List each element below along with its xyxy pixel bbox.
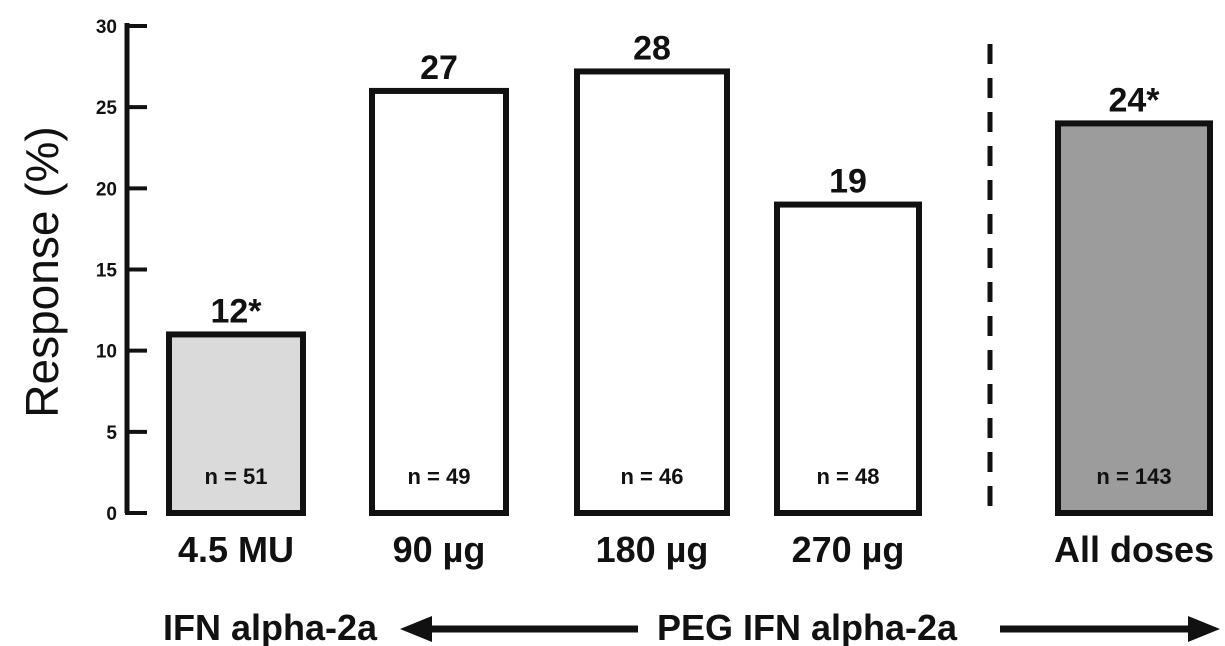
- y-tick-label: 30: [96, 17, 117, 38]
- group-label-ifn: IFN alpha-2a: [163, 607, 378, 646]
- bar: [1055, 120, 1213, 517]
- bars: 12* n = 51 4.5 MU 27 n = 49 90 µg 28 n = 46 180 …: [166, 29, 1214, 570]
- bar-value-label: 19: [829, 163, 867, 201]
- bar-n-label: n = 51: [205, 464, 268, 489]
- bar-n-label: n = 46: [621, 464, 684, 489]
- bar-value-label: 24*: [1108, 81, 1160, 119]
- y-tick-label: 5: [106, 423, 117, 444]
- y-tick-label: 15: [96, 261, 118, 282]
- bar: [574, 68, 730, 516]
- y-axis: 0 5 10 15 20 25 30: [96, 17, 147, 525]
- arrow-right-icon: [1000, 616, 1220, 642]
- bar-value-label: 28: [633, 29, 671, 67]
- bar: [774, 201, 922, 516]
- bar-n-label: n = 49: [408, 464, 471, 489]
- x-category-label: 270 µg: [792, 529, 905, 570]
- y-tick-label: 25: [96, 98, 118, 119]
- bar-n-label: n = 48: [817, 464, 880, 489]
- arrow-left-icon: [400, 616, 638, 642]
- y-tick-label: 0: [106, 504, 117, 525]
- x-category-label: 180 µg: [596, 529, 709, 570]
- bar-value-label: 27: [420, 49, 458, 87]
- y-tick-label: 20: [96, 179, 117, 200]
- x-category-label: 4.5 MU: [178, 529, 294, 570]
- bar-value-label: 12*: [210, 292, 262, 330]
- x-category-label: 90 µg: [393, 529, 486, 570]
- bar: [369, 87, 509, 517]
- bar-n-label: n = 143: [1096, 464, 1171, 489]
- y-tick-label: 10: [96, 342, 117, 363]
- group-label-peg-ifn: PEG IFN alpha-2a: [657, 607, 958, 646]
- y-axis-label: Response (%): [16, 126, 68, 417]
- bar: [166, 331, 306, 516]
- x-category-label: All doses: [1054, 529, 1214, 570]
